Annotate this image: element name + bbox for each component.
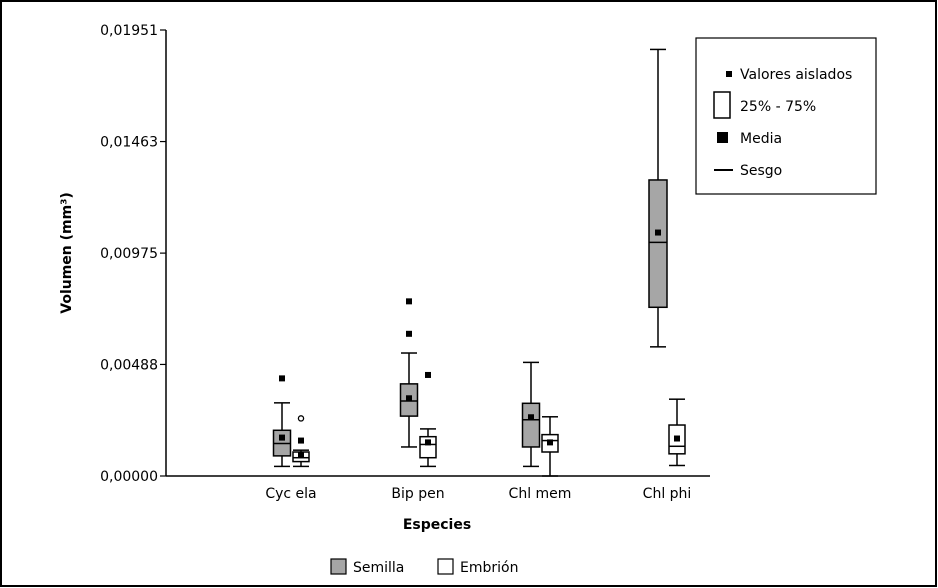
- y-tick-label: 0,00000: [100, 469, 158, 485]
- mean-marker: [655, 229, 661, 236]
- outlier-point-open: [297, 415, 305, 422]
- y-axis: 0,01951 0,01463 0,00975 0,00488 0,00000: [100, 23, 167, 485]
- mean-marker: [279, 434, 285, 441]
- legend-inside: Valores aislados 25% - 75% Media Sesgo: [695, 37, 877, 195]
- legend-inside-label-mean: Media: [740, 131, 782, 147]
- box-embrión-cyc-ela: [292, 415, 310, 468]
- y-axis-title: Volumen (mm³): [59, 192, 75, 313]
- legend-label-semilla: Semilla: [353, 560, 404, 576]
- legend-bottom: Semilla Embrión: [330, 558, 518, 576]
- y-tick-label: 0,01951: [100, 23, 158, 39]
- mean-marker: [528, 414, 534, 421]
- mean-marker: [674, 435, 680, 442]
- x-axis-title: Especies: [403, 517, 471, 533]
- mean-marker: [406, 395, 412, 402]
- box-semilla-chl-mem: [521, 361, 541, 468]
- box-semilla-bip-pen: [399, 298, 419, 448]
- box-iqr: [521, 402, 541, 448]
- y-tick-label: 0,00975: [100, 246, 158, 262]
- y-tick-label: 0,01463: [100, 135, 158, 151]
- legend-label-embrion: Embrión: [460, 560, 518, 576]
- box-embrión-bip-pen: [419, 371, 437, 468]
- box-embrión-chl-phi: [668, 398, 686, 467]
- x-tick-label: Bip pen: [391, 486, 444, 502]
- mean-marker: [425, 439, 431, 446]
- legend-swatch-semilla: [330, 558, 347, 575]
- box-iqr: [648, 179, 668, 309]
- outlier-point: [298, 437, 304, 444]
- mean-marker: [298, 451, 304, 458]
- plot-area: [272, 48, 686, 477]
- x-tick-label: Cyc ela: [265, 486, 316, 502]
- outlier-point: [279, 375, 285, 382]
- box-iqr: [419, 435, 437, 459]
- outlier-point: [425, 371, 431, 378]
- box-semilla-cyc-ela: [272, 375, 292, 468]
- outlier-legend-icon: [726, 71, 732, 77]
- box-semilla-chl-phi: [648, 48, 668, 348]
- x-axis: Cyc ela Bip pen Chl mem Chl phi: [166, 475, 710, 502]
- legend-inside-label-whisker: Sesgo: [740, 163, 782, 179]
- legend-inside-label-box: 25% - 75%: [740, 99, 816, 115]
- x-tick-label: Chl mem: [509, 486, 572, 502]
- legend-swatch-embrion: [437, 558, 454, 575]
- y-tick-label: 0,00488: [100, 357, 158, 373]
- box-legend-icon: [713, 91, 731, 119]
- mean-legend-icon: [717, 132, 728, 143]
- x-tick-label: Chl phi: [643, 486, 692, 502]
- legend-inside-label-outliers: Valores aislados: [740, 67, 852, 83]
- outlier-point: [406, 330, 412, 337]
- mean-marker: [547, 439, 553, 446]
- outlier-point: [406, 298, 412, 305]
